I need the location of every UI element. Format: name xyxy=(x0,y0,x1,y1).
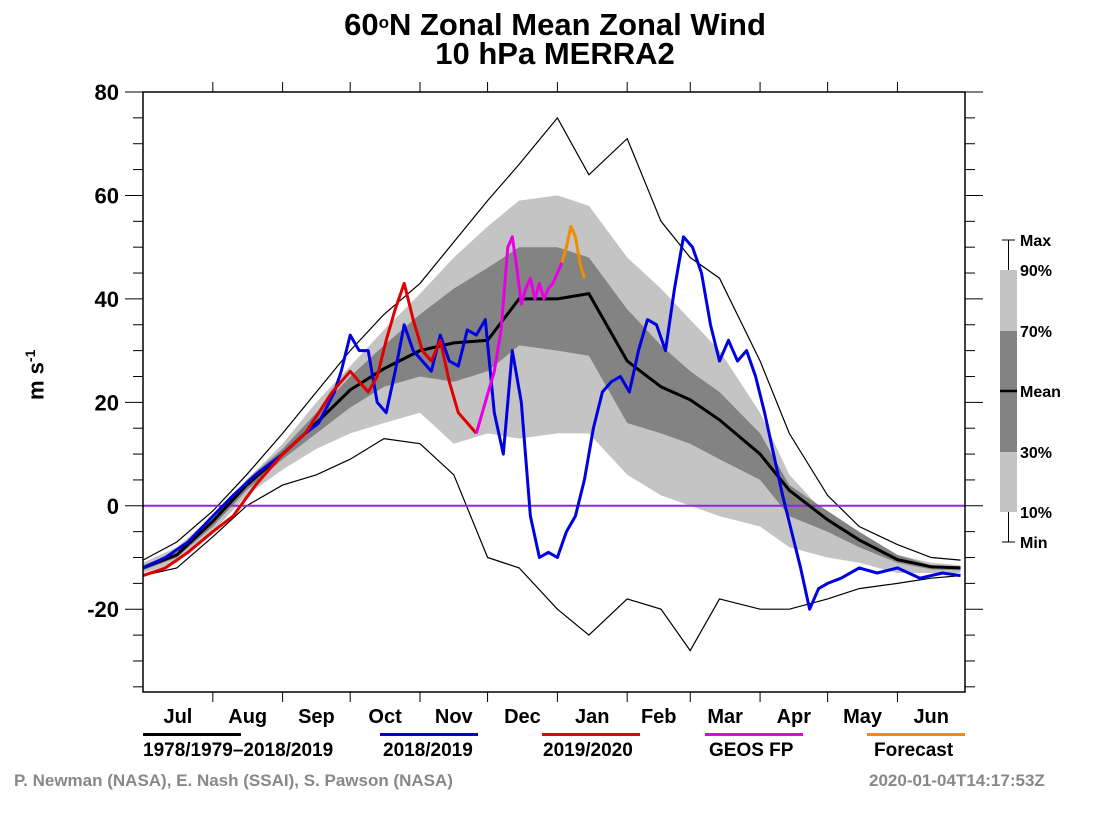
series-line-2018-2019 xyxy=(142,235,961,611)
credits-authors: P. Newman (NASA), E. Nash (SSAI), S. Paw… xyxy=(14,771,453,790)
title-lat: 60 xyxy=(344,7,379,42)
x-month-label: Nov xyxy=(435,706,474,728)
legend-line-geos-fp xyxy=(705,733,803,736)
x-month-label: Aug xyxy=(228,706,267,728)
legend-label-climatology: 1978/1979–2018/2019 xyxy=(143,740,334,761)
x-month-label: Feb xyxy=(641,706,677,728)
title-rest: N Zonal Mean Zonal Wind xyxy=(389,7,766,42)
band-10-90 xyxy=(143,195,961,573)
y-tick-label: -20 xyxy=(87,597,119,622)
x-month-label: Jan xyxy=(575,706,609,728)
legend-label: Min xyxy=(1020,535,1048,552)
climatology-min-line xyxy=(142,437,961,652)
x-month-label: Apr xyxy=(777,706,812,728)
legend-line-2019-2020 xyxy=(542,733,640,736)
x-month-label: Jun xyxy=(913,706,949,728)
x-month-label: Dec xyxy=(504,706,541,728)
credits-timestamp: 2020-01-04T14:17:53Z xyxy=(869,771,1045,790)
legend-line-forecast xyxy=(867,733,965,736)
chart-subtitle: 10 hPa MERRA2 xyxy=(435,36,675,71)
series-lines xyxy=(142,116,965,652)
x-month-label: Oct xyxy=(368,706,402,728)
x-month-label: Sep xyxy=(298,706,335,728)
x-month-label: Jul xyxy=(163,706,192,728)
legend-line-climatology xyxy=(143,733,241,736)
y-tick-label: 80 xyxy=(95,80,119,105)
legend-label: 90% xyxy=(1020,263,1052,280)
legend-label: Mean xyxy=(1020,384,1061,401)
y-tick-label: 60 xyxy=(95,183,119,208)
y-tick-label: 0 xyxy=(107,494,119,519)
band-30-70 xyxy=(143,247,961,571)
legend-label: 30% xyxy=(1020,445,1052,462)
x-month-label: Mar xyxy=(707,706,743,728)
axes: -20 0 20 40 60 80 Jul Aug Sep Oct Nov Dec Jan Feb Mar A… xyxy=(87,80,983,728)
legend-line-2018-2019 xyxy=(380,733,478,736)
chart-title: 60oN Zonal Mean Zonal Wind 10 hPa MERRA2 xyxy=(0,7,1094,71)
legend-label: Max xyxy=(1020,233,1051,250)
series-line-2019-2020 xyxy=(142,281,478,578)
y-tick-label: 20 xyxy=(95,390,119,415)
legend-right: Max 90% 70% Mean 30% 10% Min xyxy=(1000,233,1061,552)
plot-frame xyxy=(142,91,966,693)
y-tick-label: 40 xyxy=(95,287,119,312)
series-line-geos-fp xyxy=(474,235,564,434)
legend-label-2019-2020: 2019/2020 xyxy=(543,740,633,761)
legend-label-forecast: Forecast xyxy=(874,740,954,761)
legend-label-geos-fp: GEOS FP xyxy=(709,740,794,761)
x-month-label: May xyxy=(843,706,883,728)
legend-label: 70% xyxy=(1020,324,1052,341)
climatology-max-line xyxy=(142,116,961,561)
legend-label: 10% xyxy=(1020,505,1052,522)
percentile-bands xyxy=(143,195,961,573)
series-line-forecast xyxy=(560,225,586,279)
degree-symbol: o xyxy=(378,13,389,32)
legend-label-2018-2019: 2018/2019 xyxy=(383,740,473,761)
